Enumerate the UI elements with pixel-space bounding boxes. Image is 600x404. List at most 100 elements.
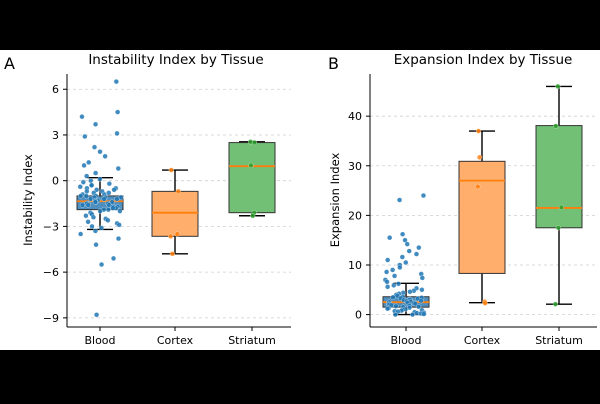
panel-a: A Instability Index by Tissue Instabilit… (4, 52, 291, 347)
data-point (390, 294, 396, 300)
x-tick-label-a: Cortex (157, 334, 194, 347)
data-point (168, 233, 174, 239)
data-point (81, 162, 87, 168)
box-cortex (151, 190, 199, 237)
data-point (83, 193, 89, 199)
data-point (395, 281, 402, 287)
data-point (175, 188, 181, 194)
data-point (92, 199, 98, 205)
x-tick-label-b: Cortex (464, 334, 501, 347)
data-point (558, 204, 564, 210)
data-point (99, 261, 105, 268)
data-point (93, 170, 99, 176)
data-point (97, 176, 103, 182)
data-point (419, 275, 425, 281)
data-point (555, 225, 561, 231)
data-point (86, 159, 92, 165)
data-point (387, 235, 393, 241)
data-point (385, 284, 391, 290)
data-point (115, 165, 121, 172)
data-point (115, 236, 122, 242)
data-point (85, 219, 91, 225)
y-ticks-b: 0 10 20 30 40 (348, 110, 370, 322)
data-point (117, 208, 123, 214)
panel-b: B Expansion Index by Tissue Expansion In… (328, 52, 597, 347)
panel-letter-a: A (4, 54, 15, 73)
data-point (89, 182, 95, 188)
axes-a (66, 74, 291, 328)
data-point (111, 187, 117, 193)
data-point (421, 311, 427, 317)
data-point (106, 181, 112, 187)
data-point (248, 162, 254, 168)
data-point (105, 207, 111, 213)
data-point (94, 312, 100, 318)
data-point (110, 205, 116, 211)
data-point (251, 140, 258, 146)
data-point (83, 213, 89, 219)
data-point (82, 133, 88, 140)
y-tick-label-a: 6 (52, 83, 59, 96)
data-point (79, 202, 85, 208)
data-point (384, 269, 390, 275)
data-point (93, 121, 99, 127)
data-point (88, 178, 94, 184)
y-tick-label-b: 10 (348, 259, 362, 272)
data-point (97, 149, 103, 155)
x-ticks-a: Blood Cortex Striatum (84, 327, 276, 347)
data-point (101, 196, 107, 202)
y-tick-label-b: 0 (355, 309, 362, 322)
panel-letter-b: B (328, 54, 339, 73)
bottom-letterbox (0, 350, 600, 400)
data-point (400, 231, 406, 237)
y-axis-label-b: Expansion Index (328, 153, 342, 248)
chart-title-a: Instability Index by Tissue (88, 52, 263, 68)
y-tick-label-b: 30 (348, 160, 362, 173)
top-letterbox (0, 0, 600, 50)
data-point (403, 259, 409, 266)
data-point (384, 306, 391, 312)
data-point (420, 192, 427, 199)
data-point (80, 179, 86, 185)
data-point (402, 237, 408, 243)
data-point (392, 312, 398, 318)
data-point (552, 301, 558, 307)
data-point (79, 114, 85, 120)
data-point (477, 154, 483, 160)
data-point (89, 223, 95, 229)
data-point (419, 287, 425, 293)
data-point (555, 83, 561, 89)
data-point (391, 282, 397, 288)
data-point (91, 144, 98, 150)
data-point (115, 109, 121, 115)
data-point (412, 301, 418, 307)
data-point (84, 188, 90, 194)
data-point (406, 248, 412, 254)
data-point (475, 184, 481, 190)
data-point (250, 213, 256, 219)
data-point (116, 222, 122, 228)
data-point (399, 254, 405, 260)
data-point (102, 153, 108, 159)
y-tick-label-a: 0 (52, 175, 59, 188)
data-point (93, 242, 99, 248)
y-tick-label-a: 3 (52, 129, 59, 142)
data-point (416, 304, 422, 310)
data-point (87, 196, 94, 202)
data-point (85, 202, 91, 208)
points-a (77, 79, 258, 318)
data-point (92, 228, 98, 234)
data-point (475, 128, 482, 134)
data-point (168, 167, 174, 173)
data-point (114, 130, 120, 136)
data-point (97, 208, 103, 214)
data-point (98, 225, 105, 231)
data-point (418, 298, 424, 304)
data-point (113, 79, 119, 85)
y-axis-label-a: Instability Index (21, 154, 35, 246)
data-point (169, 251, 175, 257)
data-point (397, 197, 403, 203)
data-point (114, 196, 120, 202)
data-point (404, 241, 410, 247)
